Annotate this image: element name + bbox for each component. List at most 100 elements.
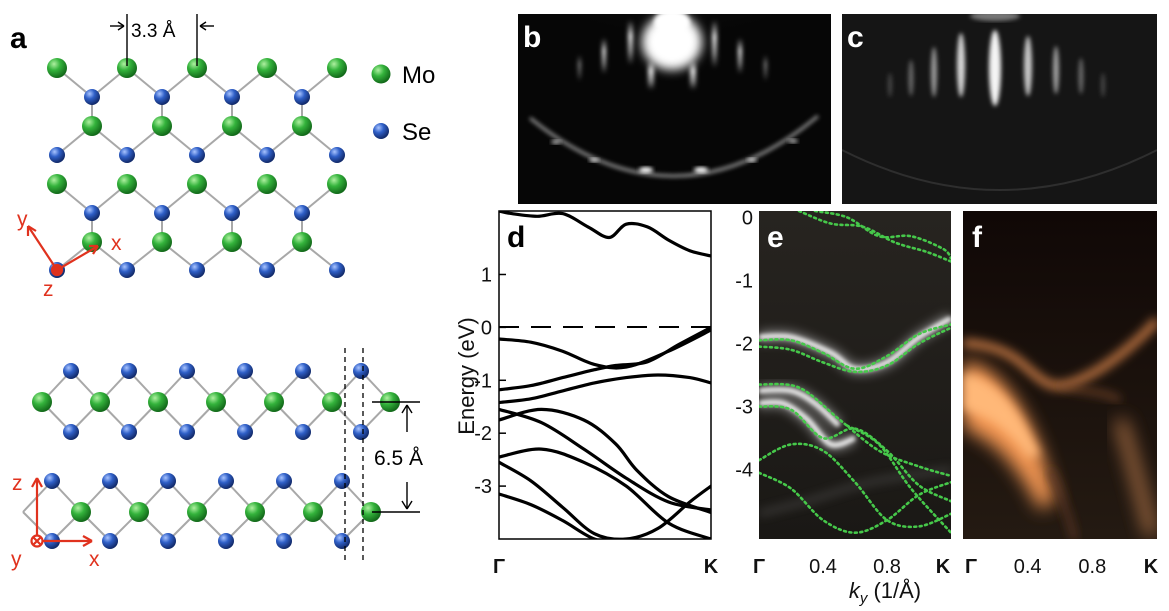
band-line-9 (499, 492, 711, 539)
band-line-4 (499, 373, 711, 405)
se-atom (237, 424, 253, 440)
x-tick-label: 0.8 (873, 556, 901, 578)
x-axis-label: ky (1/Å) (849, 578, 921, 607)
se-atom (102, 533, 118, 549)
se-atom (218, 533, 234, 549)
panel-e-arpes: 0 -1 -2 -3 -4 Γ 0.4 0.8 K (735, 207, 951, 578)
panel-d-frame (498, 210, 712, 540)
se-atom (189, 262, 205, 278)
x-axis-ticks: Γ 0.4 0.8 K (753, 556, 951, 578)
mo-atom (32, 392, 52, 412)
se-atom (334, 533, 350, 549)
y-tick-label: 0 (481, 317, 492, 339)
se-atom (224, 89, 240, 105)
y-tick-label: -3 (735, 397, 753, 419)
mo-atom (322, 392, 342, 412)
mo-atom (47, 174, 67, 194)
lattice-constant-dimension (110, 14, 214, 66)
axes-triad-bottom (30, 477, 93, 548)
interlayer-dimension (372, 401, 420, 513)
calc-band-9 (845, 424, 951, 534)
mo-atom (148, 392, 168, 412)
se-atom (218, 473, 234, 489)
panel-label-a: a (10, 22, 27, 55)
calc-band-2 (813, 211, 951, 260)
panel-c-diffraction-image (842, 14, 1157, 204)
x-axis-ticks: Γ 0.4 0.8 K (965, 556, 1159, 578)
y-tick-label: -1 (474, 370, 492, 392)
panel-label-e: e (767, 221, 784, 254)
se-atom (121, 424, 137, 440)
arpes-intensity-map (963, 317, 1157, 539)
x-tick-label: Γ (493, 556, 505, 578)
x-axis-label-sub: y (859, 590, 869, 607)
x-axis-label-units: (1/Å) (867, 578, 921, 603)
mo-atom (206, 392, 226, 412)
se-atom (160, 533, 176, 549)
mo-atom (264, 392, 284, 412)
x-tick-label: K (1144, 556, 1159, 578)
axis-x-label-bottom: x (89, 548, 100, 571)
se-atom (189, 147, 205, 163)
mo-atom (47, 58, 67, 78)
axis-z-label-top: z (43, 278, 54, 301)
mo-atom (327, 58, 347, 78)
mo-atom (222, 232, 242, 252)
se-atom (102, 473, 118, 489)
legend-mo-marker (371, 64, 391, 84)
x-tick-label: K (936, 556, 951, 578)
mo-atom (187, 502, 207, 522)
x-tick-label: 0.4 (1014, 556, 1042, 578)
y-tick-label: 0 (742, 207, 753, 229)
se-atom (276, 473, 292, 489)
x-tick-label: K (704, 556, 719, 578)
interlayer-distance-label: 6.5 Å (374, 447, 423, 470)
se-atom (63, 363, 79, 379)
se-atom (224, 205, 240, 221)
se-atom (160, 473, 176, 489)
panel-f-arpes: Γ 0.4 0.8 K (963, 211, 1159, 578)
se-atom (295, 363, 311, 379)
calc-band-1 (797, 211, 951, 263)
mo-atom (152, 116, 172, 136)
mo-atom (222, 116, 242, 136)
legend-se-marker (373, 123, 389, 139)
calc-band-4 (759, 326, 951, 374)
y-tick-label: -1 (735, 270, 753, 292)
mo-atom (187, 174, 207, 194)
band-line-7 (499, 447, 711, 539)
mo-atom (82, 116, 102, 136)
y-tick-label: 1 (481, 264, 492, 286)
calc-band-8 (759, 471, 951, 535)
mo-atom (187, 58, 207, 78)
se-atom (119, 262, 135, 278)
axis-z-label-bottom: z (12, 472, 23, 495)
se-atom (84, 205, 100, 221)
y-axis-ticks: 0 -1 -2 -3 -4 (735, 207, 753, 481)
panel-b-diffraction-image (518, 14, 831, 204)
arpes-band-3 (759, 399, 856, 448)
mo-atom (292, 116, 312, 136)
calc-band-3 (759, 323, 951, 371)
y-tick-label: -4 (735, 460, 753, 482)
axis-x-label-top: x (111, 232, 122, 255)
se-atom (49, 147, 65, 163)
panel-label-c: c (847, 21, 864, 54)
se-atom (353, 424, 369, 440)
se-atom (44, 473, 60, 489)
y-tick-label: -2 (474, 423, 492, 445)
axis-y-label-top: y (17, 208, 28, 231)
se-atom (63, 424, 79, 440)
x-axis-label-k: k (849, 578, 861, 603)
se-atom (295, 424, 311, 440)
se-atom (353, 363, 369, 379)
lattice-top-view (47, 58, 347, 278)
se-atom (84, 89, 100, 105)
band-line-3 (499, 325, 711, 392)
y-tick-label: -2 (735, 333, 753, 355)
x-tick-label: 0.8 (1078, 556, 1106, 578)
x-tick-label: Γ (965, 556, 977, 578)
